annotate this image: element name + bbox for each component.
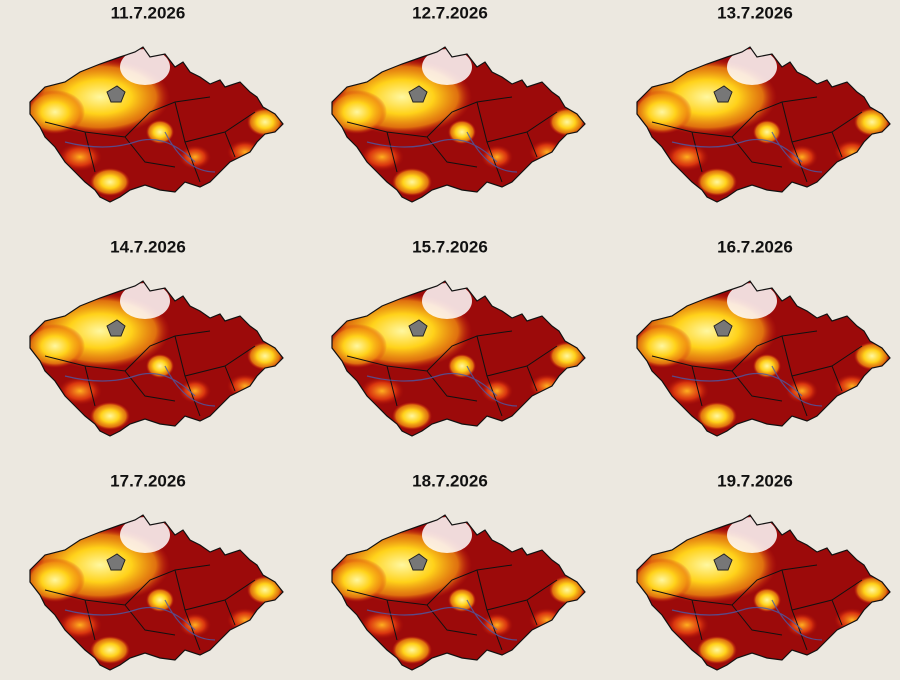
panel-date: 17.7.2026	[110, 471, 186, 490]
panel-date: 11.7.2026	[111, 3, 186, 22]
panel-date: 15.7.2026	[412, 237, 488, 256]
panel-date: 14.7.2026	[110, 237, 186, 256]
map	[632, 42, 892, 202]
map	[25, 276, 285, 436]
panel-date: 18.7.2026	[412, 471, 488, 490]
panel-date: 19.7.2026	[717, 471, 793, 490]
map	[25, 510, 285, 670]
map	[632, 510, 892, 670]
panel-date: 12.7.2026	[412, 3, 488, 22]
panel-date: 13.7.2026	[717, 3, 793, 22]
map	[327, 510, 587, 670]
map	[632, 276, 892, 436]
map	[327, 42, 587, 202]
map	[327, 276, 587, 436]
map	[25, 42, 285, 202]
panel-date: 16.7.2026	[717, 237, 793, 256]
